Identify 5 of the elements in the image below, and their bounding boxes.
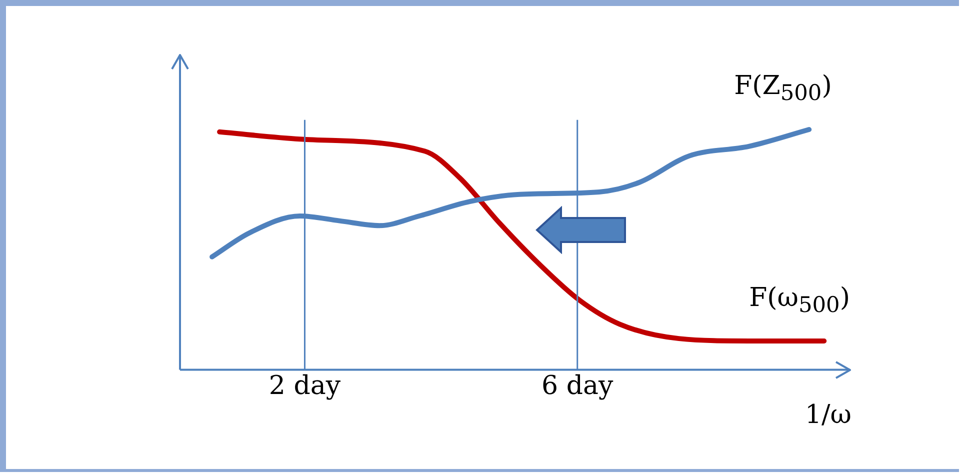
x-axis-title: 1/ω bbox=[805, 400, 852, 430]
x-tick-label: 6 day bbox=[542, 371, 614, 402]
series-label: F(Z$_{500}$) bbox=[734, 71, 832, 107]
series-label: F(ω$_{500}$) bbox=[749, 282, 850, 318]
x-tick-label: 2 day bbox=[268, 371, 341, 402]
